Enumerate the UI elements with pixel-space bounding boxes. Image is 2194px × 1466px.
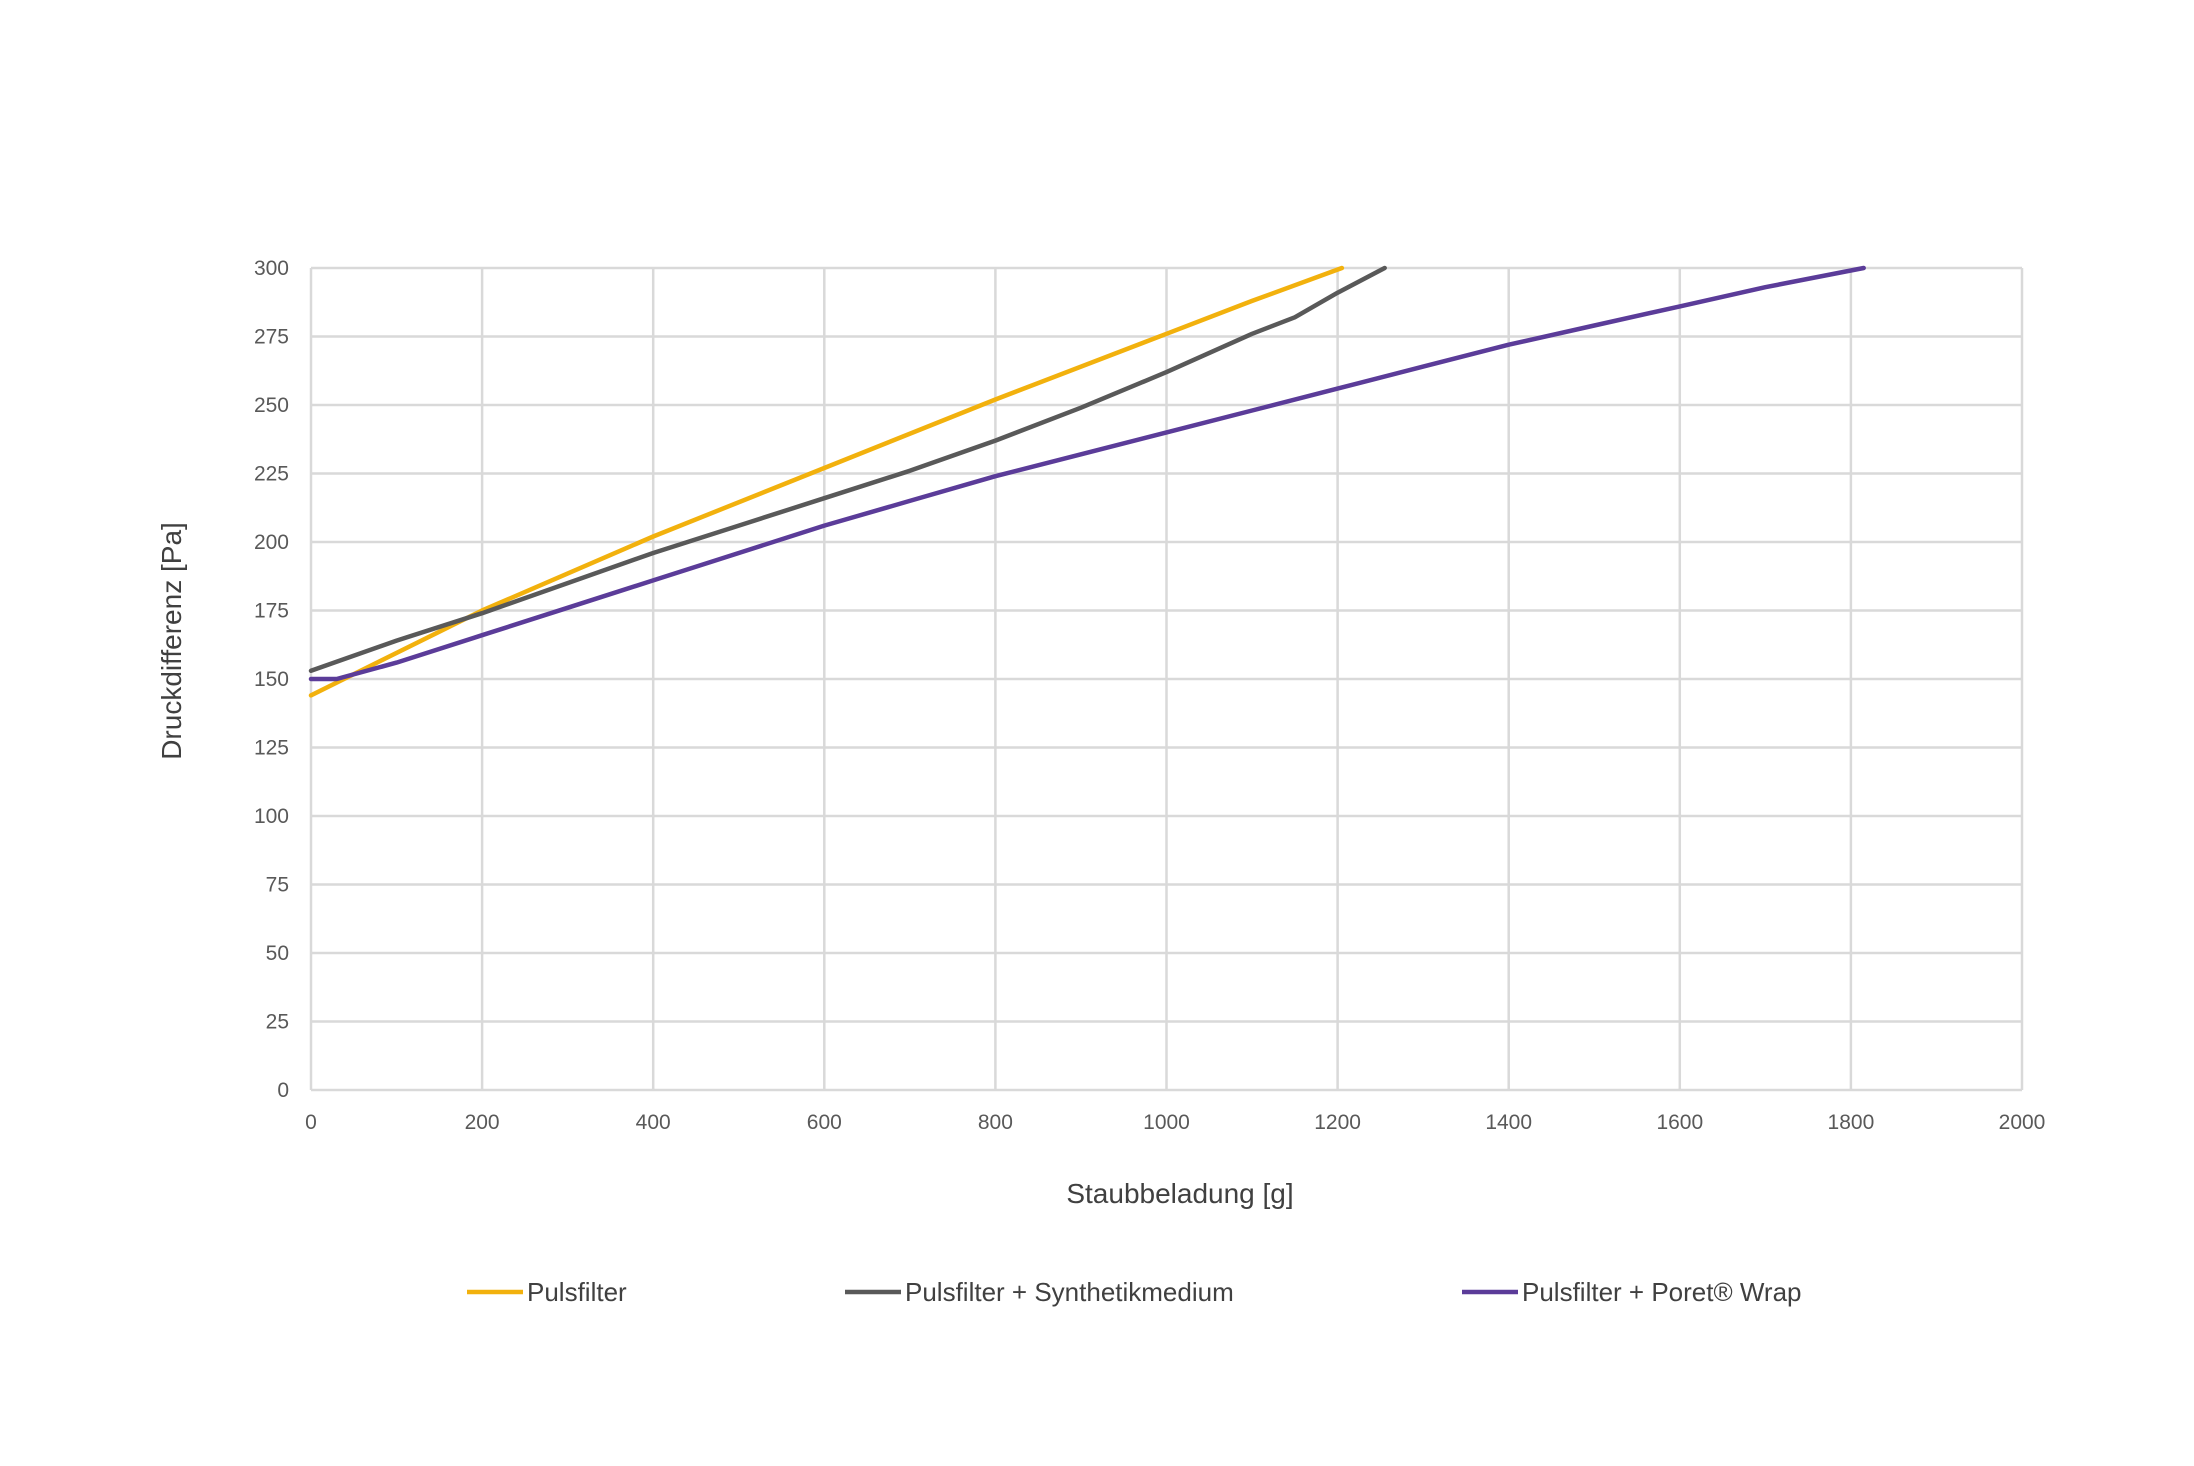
series-lines (308, 265, 1866, 698)
y-tick-label: 225 (254, 463, 289, 486)
legend: Pulsfilter Pulsfilter + Synthetikmedium Pu… (467, 1277, 1802, 1307)
legend-label-1: Pulsfilter (527, 1277, 627, 1307)
y-tick-label: 50 (266, 942, 289, 965)
y-tick-label: 100 (254, 805, 289, 828)
x-axis-title: Staubbeladung [g] (1066, 1178, 1293, 1209)
series-line-1 (308, 265, 1345, 698)
y-tick-label: 250 (254, 394, 289, 417)
x-tick-label: 2000 (1999, 1111, 2046, 1134)
series-line-3 (308, 265, 1866, 682)
y-axis-ticks: 0 25 50 75 100 125 150 175 200 225 250 275 300 (254, 257, 289, 1102)
x-axis-ticks: 0 200 400 600 800 1000 1200 1400 1600 1800 2000 (305, 1111, 2045, 1134)
y-tick-label: 75 (266, 874, 289, 897)
y-tick-label: 25 (266, 1011, 289, 1034)
y-tick-label: 275 (254, 326, 289, 349)
legend-label-2: Pulsfilter + Synthetikmedium (905, 1277, 1234, 1307)
x-tick-label: 1000 (1143, 1111, 1190, 1134)
x-tick-label: 800 (978, 1111, 1013, 1134)
x-tick-label: 1400 (1485, 1111, 1532, 1134)
legend-label-3: Pulsfilter + Poret® Wrap (1522, 1277, 1802, 1307)
x-tick-label: 200 (465, 1111, 500, 1134)
x-tick-label: 1800 (1828, 1111, 1875, 1134)
x-tick-label: 1200 (1314, 1111, 1361, 1134)
x-tick-label: 400 (636, 1111, 671, 1134)
grid (309, 266, 2024, 1092)
y-tick-label: 0 (277, 1079, 289, 1102)
y-tick-label: 150 (254, 668, 289, 691)
y-tick-label: 125 (254, 737, 289, 760)
series-line-2 (308, 265, 1387, 674)
y-axis-title: Druckdifferenz [Pa] (156, 522, 187, 760)
y-tick-label: 175 (254, 600, 289, 623)
x-tick-label: 600 (807, 1111, 842, 1134)
x-tick-label: 1600 (1656, 1111, 1703, 1134)
y-tick-label: 300 (254, 257, 289, 280)
x-tick-label: 0 (305, 1111, 317, 1134)
y-tick-label: 200 (254, 531, 289, 554)
